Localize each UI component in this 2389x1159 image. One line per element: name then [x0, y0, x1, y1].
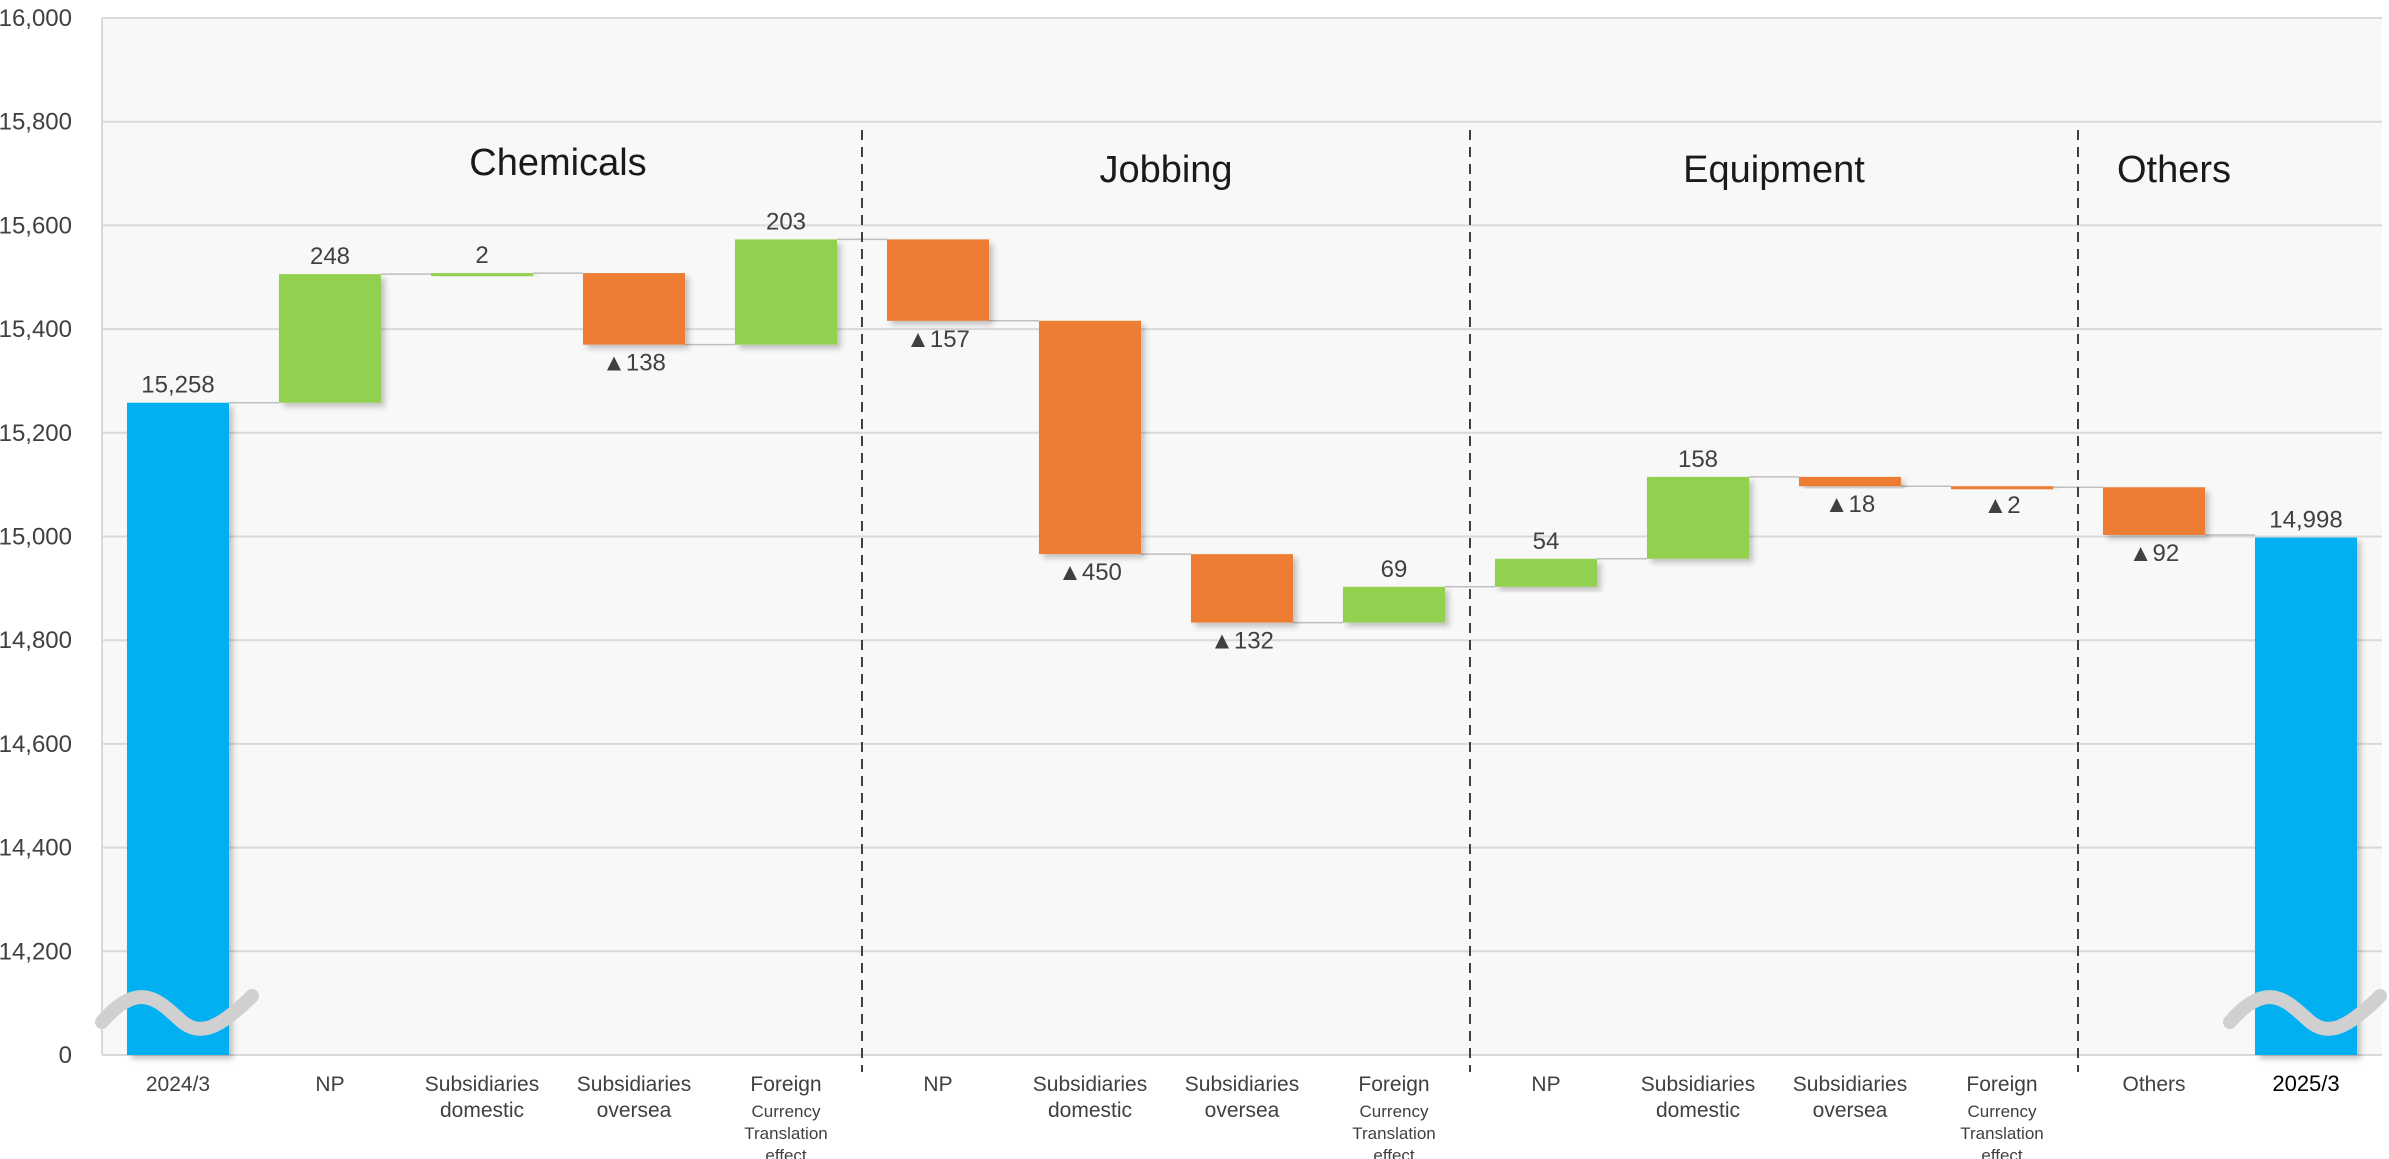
- data-label: 14,998: [2269, 507, 2342, 534]
- data-label: ▲450: [1058, 559, 1122, 586]
- y-tick-label: 14,800: [0, 627, 72, 654]
- data-label: ▲132: [1210, 628, 1274, 655]
- category-label: Subsidiaries oversea: [1793, 1073, 1907, 1122]
- category-label: Foreign Currency Translation effect: [1960, 1073, 2043, 1159]
- axis-break-icon: [95, 989, 259, 1036]
- gridlines: [102, 17, 2382, 1056]
- axis-break-marks: [95, 989, 2387, 1036]
- y-tick-label: 15,800: [0, 109, 72, 136]
- data-label: 54: [1533, 528, 1560, 555]
- bar-total: [127, 402, 229, 1055]
- category-label: NP: [923, 1073, 952, 1096]
- bar-decrease: [2103, 487, 2205, 535]
- axis-break-icon: [2223, 989, 2387, 1036]
- category-label: Subsidiaries oversea: [577, 1073, 691, 1122]
- data-label: 15,258: [141, 372, 214, 399]
- y-tick-label: 14,400: [0, 835, 72, 862]
- bar-increase: [1647, 476, 1749, 559]
- data-label: ▲92: [2129, 540, 2179, 567]
- section-labels: Chemicals Jobbing Equipment Others: [469, 142, 2231, 191]
- section-label: Others: [2117, 149, 2231, 191]
- category-label: Others: [2122, 1073, 2185, 1096]
- x-axis-categories: 2024/3 NP Subsidiaries domestic Subsidiaries…: [146, 1071, 2340, 1159]
- bars: [127, 239, 2357, 1055]
- bar-decrease: [583, 273, 685, 345]
- bar-increase: [431, 273, 533, 277]
- data-label: ▲2: [1983, 492, 2020, 519]
- section-label: Chemicals: [469, 142, 646, 184]
- bar-decrease: [887, 239, 989, 321]
- y-tick-label: 15,200: [0, 420, 72, 447]
- bar-decrease: [1191, 554, 1293, 623]
- y-tick-label: 0: [59, 1042, 72, 1069]
- data-label: 158: [1678, 446, 1718, 473]
- data-label: ▲18: [1825, 491, 1875, 518]
- category-label: Subsidiaries oversea: [1185, 1073, 1299, 1122]
- category-label: Subsidiaries domestic: [425, 1073, 539, 1122]
- bar-decrease: [1951, 486, 2053, 490]
- section-label: Jobbing: [1099, 149, 1232, 191]
- category-label: 2024/3: [146, 1073, 210, 1096]
- category-label: Foreign Currency Translation effect: [1352, 1073, 1435, 1159]
- data-label: ▲138: [602, 350, 666, 377]
- data-label: 203: [766, 208, 806, 235]
- data-label: ▲157: [906, 326, 970, 353]
- bar-increase: [1343, 586, 1445, 623]
- section-label: Equipment: [1683, 149, 1865, 191]
- category-label: Subsidiaries domestic: [1033, 1073, 1147, 1122]
- data-label: 248: [310, 243, 350, 270]
- data-labels: 15,258 248 2 ▲138 203 ▲157 ▲450 ▲132 69 54 158 ▲18 ▲…: [141, 208, 2342, 654]
- bar-decrease: [1799, 476, 1901, 487]
- category-label: Foreign Currency Translation effect: [744, 1073, 827, 1159]
- y-tick-label: 15,000: [0, 524, 72, 551]
- data-label: 2: [475, 242, 488, 269]
- section-dividers: [861, 130, 2079, 1072]
- category-label: Subsidiaries domestic: [1641, 1073, 1755, 1122]
- y-axis: 0 14,200 14,400 14,600 14,800 15,000 15,200 15,…: [0, 5, 103, 1069]
- data-label: 69: [1381, 556, 1408, 583]
- y-tick-label: 16,000: [0, 5, 72, 32]
- bar-decrease: [1039, 320, 1141, 555]
- y-tick-label: 14,600: [0, 731, 72, 758]
- category-label: NP: [1531, 1073, 1560, 1096]
- bar-increase: [279, 274, 381, 403]
- y-tick-label: 14,200: [0, 938, 72, 965]
- y-tick-label: 15,400: [0, 316, 72, 343]
- bar-total: [2255, 537, 2357, 1055]
- bar-increase: [735, 239, 837, 345]
- y-tick-label: 15,600: [0, 212, 72, 239]
- bar-increase: [1495, 558, 1597, 587]
- category-label: NP: [315, 1073, 344, 1096]
- connector-lines: [229, 238, 2255, 624]
- category-label: 2025/3: [2272, 1071, 2339, 1096]
